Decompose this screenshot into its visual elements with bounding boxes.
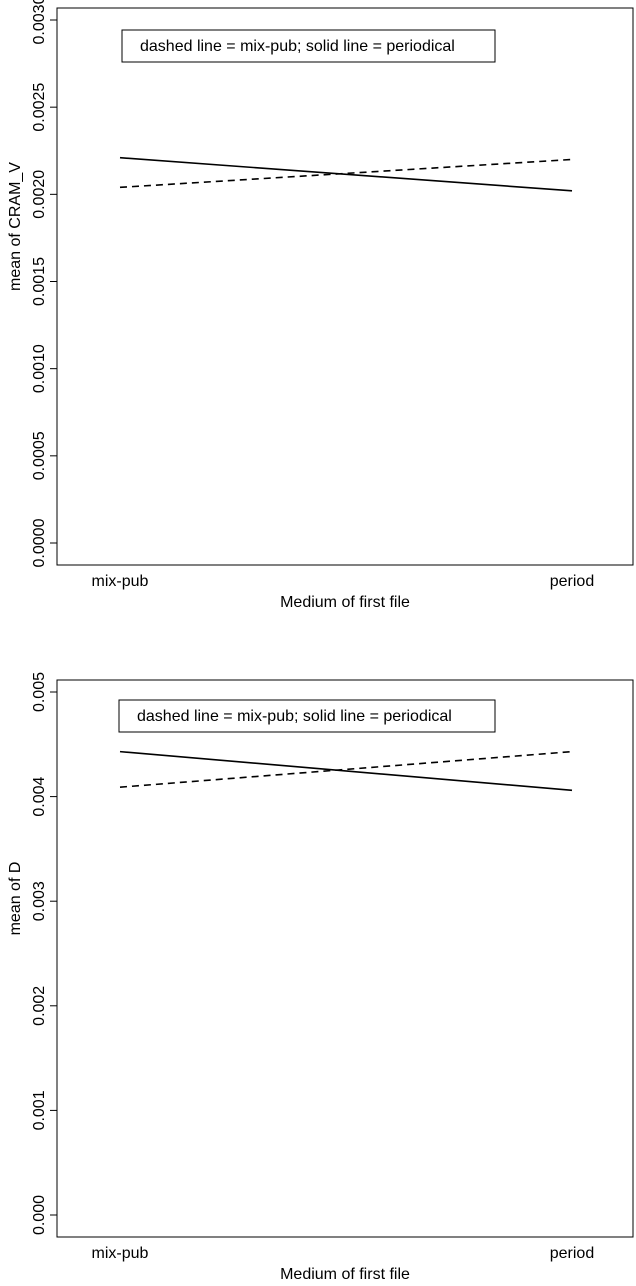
y-tick-label: 0.0000	[31, 518, 48, 567]
y-tick-label: 0.0025	[31, 83, 48, 132]
legend-box	[118, 699, 496, 733]
series-line-periodical	[119, 156, 573, 192]
x-axis: mix-pub period	[92, 1245, 595, 1262]
y-axis: 0.0000 0.0005 0.0010 0.0015 0.0020 0.0025 0.00…	[31, 0, 57, 567]
y-axis-label: mean of CRAM_V	[7, 162, 24, 291]
x-axis: mix-pub period	[92, 573, 595, 590]
series-line-mix-pub	[119, 158, 573, 189]
legend-text: dashed line = mix-pub; solid line = peri…	[137, 708, 452, 725]
y-tick-label: 0.000	[31, 1195, 48, 1235]
chart-panel-cram-v: 0.0000 0.0005 0.0010 0.0015 0.0020 0.0025 0.00…	[7, 0, 634, 611]
y-tick-label: 0.0015	[31, 257, 48, 306]
x-tick-label: mix-pub	[92, 573, 149, 590]
y-axis: 0.000 0.001 0.002 0.003 0.004 0.005	[31, 672, 57, 1235]
y-axis-label: mean of D	[7, 862, 24, 936]
y-tick-label: 0.005	[31, 672, 48, 712]
legend-text: dashed line = mix-pub; solid line = peri…	[140, 38, 455, 55]
x-tick-label: mix-pub	[92, 1245, 149, 1262]
y-tick-label: 0.003	[31, 881, 48, 921]
legend-box	[121, 29, 496, 63]
y-tick-label: 0.0005	[31, 431, 48, 480]
series-line-periodical	[119, 750, 573, 792]
series-lines	[119, 156, 573, 192]
y-tick-label: 0.004	[31, 776, 48, 816]
legend: dashed line = mix-pub; solid line = peri…	[118, 699, 496, 733]
chart-panel-d: 0.000 0.001 0.002 0.003 0.004 0.005 mix-pub pe…	[7, 672, 634, 1283]
y-tick-label: 0.0020	[31, 170, 48, 219]
x-axis-label: Medium of first file	[280, 1266, 410, 1283]
series-line-mix-pub	[119, 750, 573, 788]
x-tick-label: period	[550, 1245, 594, 1262]
legend: dashed line = mix-pub; solid line = peri…	[121, 29, 496, 63]
x-axis-label: Medium of first file	[280, 594, 410, 611]
plot-frame	[56, 7, 634, 566]
x-tick-label: period	[550, 573, 594, 590]
y-tick-label: 0.001	[31, 1090, 48, 1130]
plot-frame	[56, 679, 634, 1238]
y-tick-label: 0.002	[31, 986, 48, 1026]
y-tick-label: 0.0030	[31, 0, 48, 44]
y-tick-label: 0.0010	[31, 344, 48, 393]
series-lines	[119, 750, 573, 792]
